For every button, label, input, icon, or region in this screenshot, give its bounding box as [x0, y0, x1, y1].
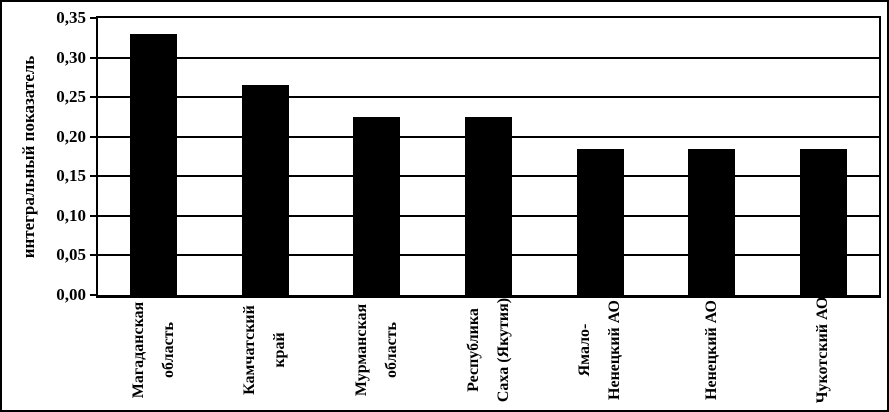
y-tick-mark — [90, 57, 96, 59]
y-tick-mark — [90, 136, 96, 138]
y-tick-label: 0,15 — [56, 166, 86, 185]
bar-5 — [577, 149, 624, 295]
y-tick-label: 0,35 — [56, 8, 86, 27]
bar-4 — [465, 117, 512, 295]
bar-7 — [800, 149, 847, 295]
y-tick-mark — [90, 96, 96, 98]
y-tick-mark — [90, 215, 96, 217]
plot-area — [96, 16, 881, 298]
bar-2 — [242, 85, 289, 295]
bar-1 — [130, 34, 177, 295]
y-tick-label: 0,10 — [56, 206, 86, 225]
gridline — [98, 96, 879, 98]
y-tick-mark — [90, 254, 96, 256]
x-category-label: Республика Саха (Якутия) — [465, 297, 512, 403]
bar-6 — [688, 149, 735, 295]
x-category-label: Мурманская область — [353, 303, 400, 397]
y-tick-label: 0,00 — [56, 285, 86, 304]
y-tick-label: 0,05 — [56, 245, 86, 264]
x-category-label: Чукотский АО — [814, 296, 831, 404]
bar-3 — [353, 117, 400, 295]
x-category-label: Камчатский край — [241, 305, 288, 395]
y-tick-mark — [90, 17, 96, 19]
y-tick-label: 0,20 — [56, 127, 86, 146]
y-tick-label: 0,30 — [56, 48, 86, 67]
y-tick-mark — [90, 175, 96, 177]
y-tick-mark — [90, 294, 96, 296]
x-category-label: Магаданская область — [130, 301, 177, 399]
x-category-label: Ямало- Ненецкий АО — [576, 300, 623, 400]
y-tick-label: 0,25 — [56, 87, 86, 106]
x-category-label: Ненецкий АО — [703, 300, 720, 400]
gridline — [98, 57, 879, 59]
